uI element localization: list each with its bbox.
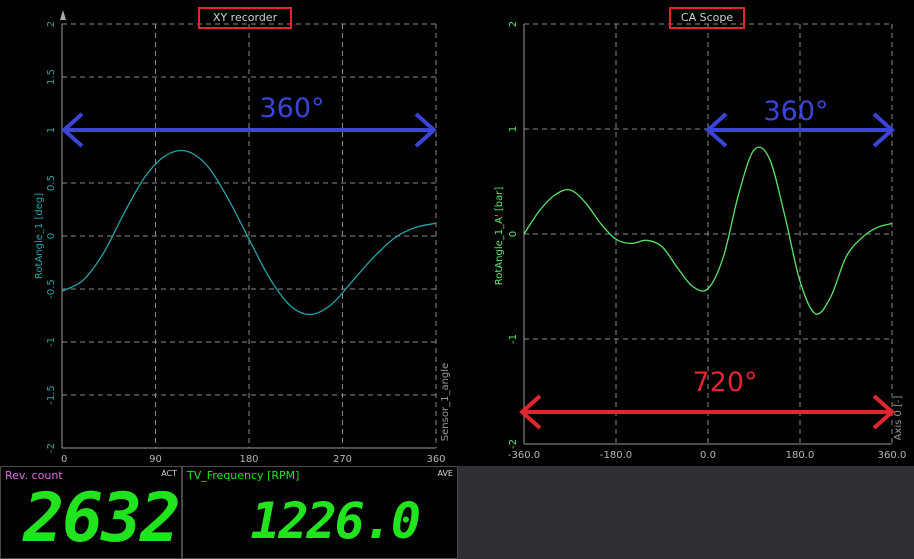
ca-scope-y-tick-label: 2 [508, 21, 519, 27]
tv-frequency-meter[interactable]: TV_Frequency [RPM] AVE 1226.0 [182, 466, 458, 559]
ca-scope-trace [523, 146, 893, 315]
ca-scope-y-tick-label: 0 [508, 231, 519, 237]
ca-scope-y-axis-label: RotAngle_1_A' [bar] [494, 187, 505, 286]
xy-recorder-y-tick-label: -2 [46, 443, 57, 453]
xy-recorder-title: XY recorder [198, 7, 292, 29]
xy-recorder-ticks: 2 1.5 1 0.5 0 -0.5 -1 -1.5 -2 0 90 180 270 360 [46, 21, 446, 465]
xy-recorder-y-tick-label: -1.5 [46, 385, 57, 405]
ca-scope-annotation-top-text: 360° [763, 96, 828, 127]
tv-frequency-mode: AVE [437, 469, 454, 478]
xy-recorder-x-tick-label: 180 [239, 454, 258, 465]
ca-scope-title: CA Scope [669, 7, 745, 29]
xy-recorder-y-tick-label: 2 [46, 21, 57, 27]
ca-scope-annotation-arrow-top [704, 112, 896, 148]
empty-panel-area [458, 466, 914, 559]
xy-recorder-y-tick-label: 1 [46, 127, 57, 133]
xy-recorder-annotation-text: 360° [259, 93, 324, 124]
rev-count-meter[interactable]: Rev. count ACT 2632 [0, 466, 182, 559]
xy-recorder-x-tick-label: 360 [426, 454, 445, 465]
rev-count-label: Rev. count [5, 469, 63, 482]
ca-scope-y-tick-label: -1 [508, 334, 519, 344]
xy-recorder-grid [61, 23, 437, 449]
xy-recorder-cursor-icon[interactable] [60, 10, 66, 20]
rev-count-value: 2632 [23, 479, 181, 558]
ca-scope-panel: 2 1 0 -1 -2 -360.0 -180.0 0.0 180.0 360.0 RotAngl… [458, 0, 914, 466]
xy-recorder-panel: 2 1.5 1 0.5 0 -0.5 -1 -1.5 -2 0 90 180 270 360 RotAng… [0, 0, 458, 466]
xy-recorder-y-tick-label: 0 [46, 233, 57, 239]
xy-recorder-x-tick-label: 90 [149, 454, 162, 465]
tv-frequency-label: TV_Frequency [RPM] [187, 469, 300, 482]
ca-scope-annotation-arrow-bottom [518, 394, 896, 430]
ca-scope-plot[interactable]: 2 1 0 -1 -2-360.0 -180.0 0.0 180.0 360.0 RotAngl… [458, 0, 914, 466]
xy-recorder-trace [61, 149, 437, 316]
ca-scope-x-tick-label: 0.0 [700, 450, 716, 461]
ca-scope-ticks: 2 1 0 -1 -2-360.0 -180.0 0.0 180.0 360.0 [508, 21, 906, 461]
ca-scope-y-tick-label: 1 [508, 126, 519, 132]
xy-recorder-plot[interactable]: 2 1.5 1 0.5 0 -0.5 -1 -1.5 -2 0 90 180 270 360 RotAng… [0, 0, 458, 466]
rev-count-mode: ACT [161, 469, 177, 478]
xy-recorder-annotation-arrow [60, 112, 438, 148]
xy-recorder-y-axis-label: RotAngle_1 [deg] [34, 193, 45, 279]
ca-scope-y-tick-label: -2 [508, 439, 519, 449]
ca-scope-x-tick-label: 180.0 [786, 450, 815, 461]
xy-recorder-x-tick-label: 270 [333, 454, 352, 465]
ca-scope-grid [523, 23, 893, 445]
xy-recorder-x-axis-label: Sensor_1_angle [440, 363, 451, 441]
tv-frequency-value: 1226.0 [250, 492, 421, 550]
ca-scope-x-tick-label: 360.0 [878, 450, 907, 461]
xy-recorder-y-tick-label: 1.5 [46, 69, 57, 85]
ca-scope-x-tick-label: -180.0 [600, 450, 632, 461]
xy-recorder-y-tick-label: -1 [46, 337, 57, 347]
ca-scope-annotation-bottom-text: 720° [692, 367, 757, 398]
xy-recorder-y-tick-label: 0.5 [46, 175, 57, 191]
xy-recorder-x-tick-label: 0 [61, 454, 67, 465]
ca-scope-x-axis-label: Axis 0 [-] [893, 395, 904, 440]
ca-scope-x-tick-label: -360.0 [508, 450, 540, 461]
xy-recorder-y-tick-label: -0.5 [46, 279, 57, 299]
